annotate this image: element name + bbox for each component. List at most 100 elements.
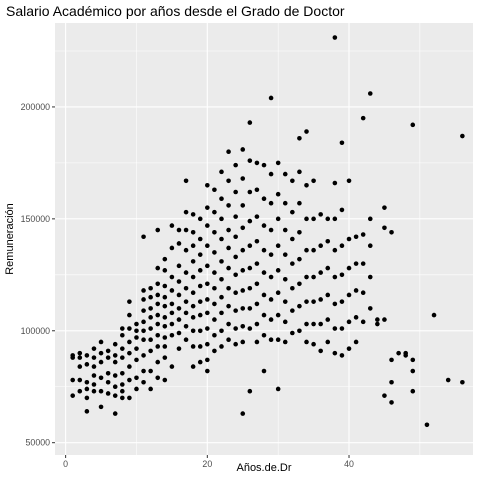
- y-tick-label: 100000: [21, 326, 50, 336]
- data-point: [219, 310, 224, 316]
- data-point: [268, 200, 274, 206]
- data-point: [190, 290, 196, 296]
- data-point: [148, 315, 153, 320]
- data-point: [261, 162, 267, 168]
- x-axis-label: Años.de.Dr: [236, 462, 291, 474]
- data-point: [105, 379, 111, 385]
- data-point: [190, 364, 196, 369]
- data-point: [162, 283, 168, 289]
- data-point: [311, 341, 316, 347]
- data-point: [205, 341, 210, 347]
- data-point: [254, 301, 260, 307]
- data-point: [155, 281, 161, 287]
- data-point: [169, 301, 175, 307]
- data-point: [183, 299, 189, 304]
- data-point: [212, 301, 217, 307]
- data-point: [367, 216, 373, 222]
- data-point: [261, 223, 267, 228]
- data-point: [141, 379, 146, 385]
- data-point: [219, 169, 224, 175]
- data-point: [353, 261, 359, 266]
- data-point: [332, 180, 338, 186]
- data-point: [155, 265, 161, 271]
- data-point: [318, 212, 323, 217]
- data-point: [148, 306, 153, 311]
- data-point: [141, 234, 146, 240]
- data-point: [389, 229, 394, 235]
- data-point: [254, 261, 260, 266]
- data-point: [247, 218, 253, 224]
- data-point: [318, 348, 323, 354]
- data-point: [112, 373, 118, 378]
- data-point: [98, 388, 104, 394]
- data-point: [353, 315, 359, 320]
- data-point: [346, 236, 352, 242]
- data-point: [240, 147, 246, 152]
- data-point: [311, 299, 316, 304]
- data-point: [148, 386, 153, 392]
- data-point: [120, 371, 125, 376]
- data-point: [226, 337, 231, 343]
- data-point: [105, 355, 111, 360]
- data-point: [212, 270, 217, 275]
- data-point: [325, 238, 331, 244]
- data-point: [162, 294, 168, 300]
- data-point: [226, 178, 231, 184]
- data-point: [105, 391, 111, 396]
- data-point: [275, 312, 281, 318]
- data-point: [212, 187, 217, 193]
- x-tick-label: 40: [344, 459, 354, 469]
- data-point: [282, 171, 288, 177]
- data-point: [275, 160, 281, 166]
- data-point: [176, 330, 182, 336]
- data-point: [297, 303, 302, 309]
- data-point: [162, 315, 168, 320]
- data-point: [169, 332, 175, 338]
- data-point: [290, 308, 295, 313]
- data-point: [396, 350, 401, 356]
- data-point: [268, 337, 274, 343]
- data-point: [339, 140, 345, 146]
- data-point: [325, 339, 331, 345]
- data-point: [275, 337, 281, 343]
- data-point: [155, 332, 161, 338]
- data-point: [240, 225, 246, 231]
- data-point: [169, 274, 175, 280]
- data-point: [155, 375, 161, 381]
- data-point: [233, 162, 238, 168]
- data-point: [155, 312, 161, 318]
- data-point: [197, 216, 203, 222]
- data-point: [233, 234, 238, 240]
- data-point: [339, 272, 345, 278]
- data-point: [282, 227, 288, 233]
- data-point: [282, 339, 288, 345]
- data-point: [332, 216, 338, 222]
- data-point: [367, 274, 373, 280]
- data-point: [254, 321, 260, 327]
- data-point: [375, 317, 380, 322]
- data-point: [205, 326, 210, 331]
- data-point: [105, 348, 111, 354]
- data-point: [240, 203, 246, 208]
- x-tick-label: 0: [63, 459, 68, 469]
- data-point: [205, 310, 210, 316]
- data-point: [190, 315, 196, 320]
- data-point: [141, 353, 146, 358]
- data-point: [197, 312, 203, 318]
- data-point: [112, 384, 118, 390]
- data-point: [311, 247, 316, 253]
- data-point: [311, 178, 316, 184]
- data-point: [183, 178, 189, 184]
- data-point: [141, 297, 146, 302]
- data-point: [212, 285, 217, 291]
- data-point: [233, 272, 238, 278]
- data-point: [212, 250, 217, 255]
- data-point: [183, 247, 189, 253]
- data-point: [353, 288, 359, 293]
- data-point: [233, 308, 238, 313]
- data-point: [162, 355, 168, 360]
- data-point: [275, 243, 281, 249]
- data-point: [205, 223, 210, 228]
- data-point: [197, 268, 203, 273]
- data-point: [226, 265, 231, 271]
